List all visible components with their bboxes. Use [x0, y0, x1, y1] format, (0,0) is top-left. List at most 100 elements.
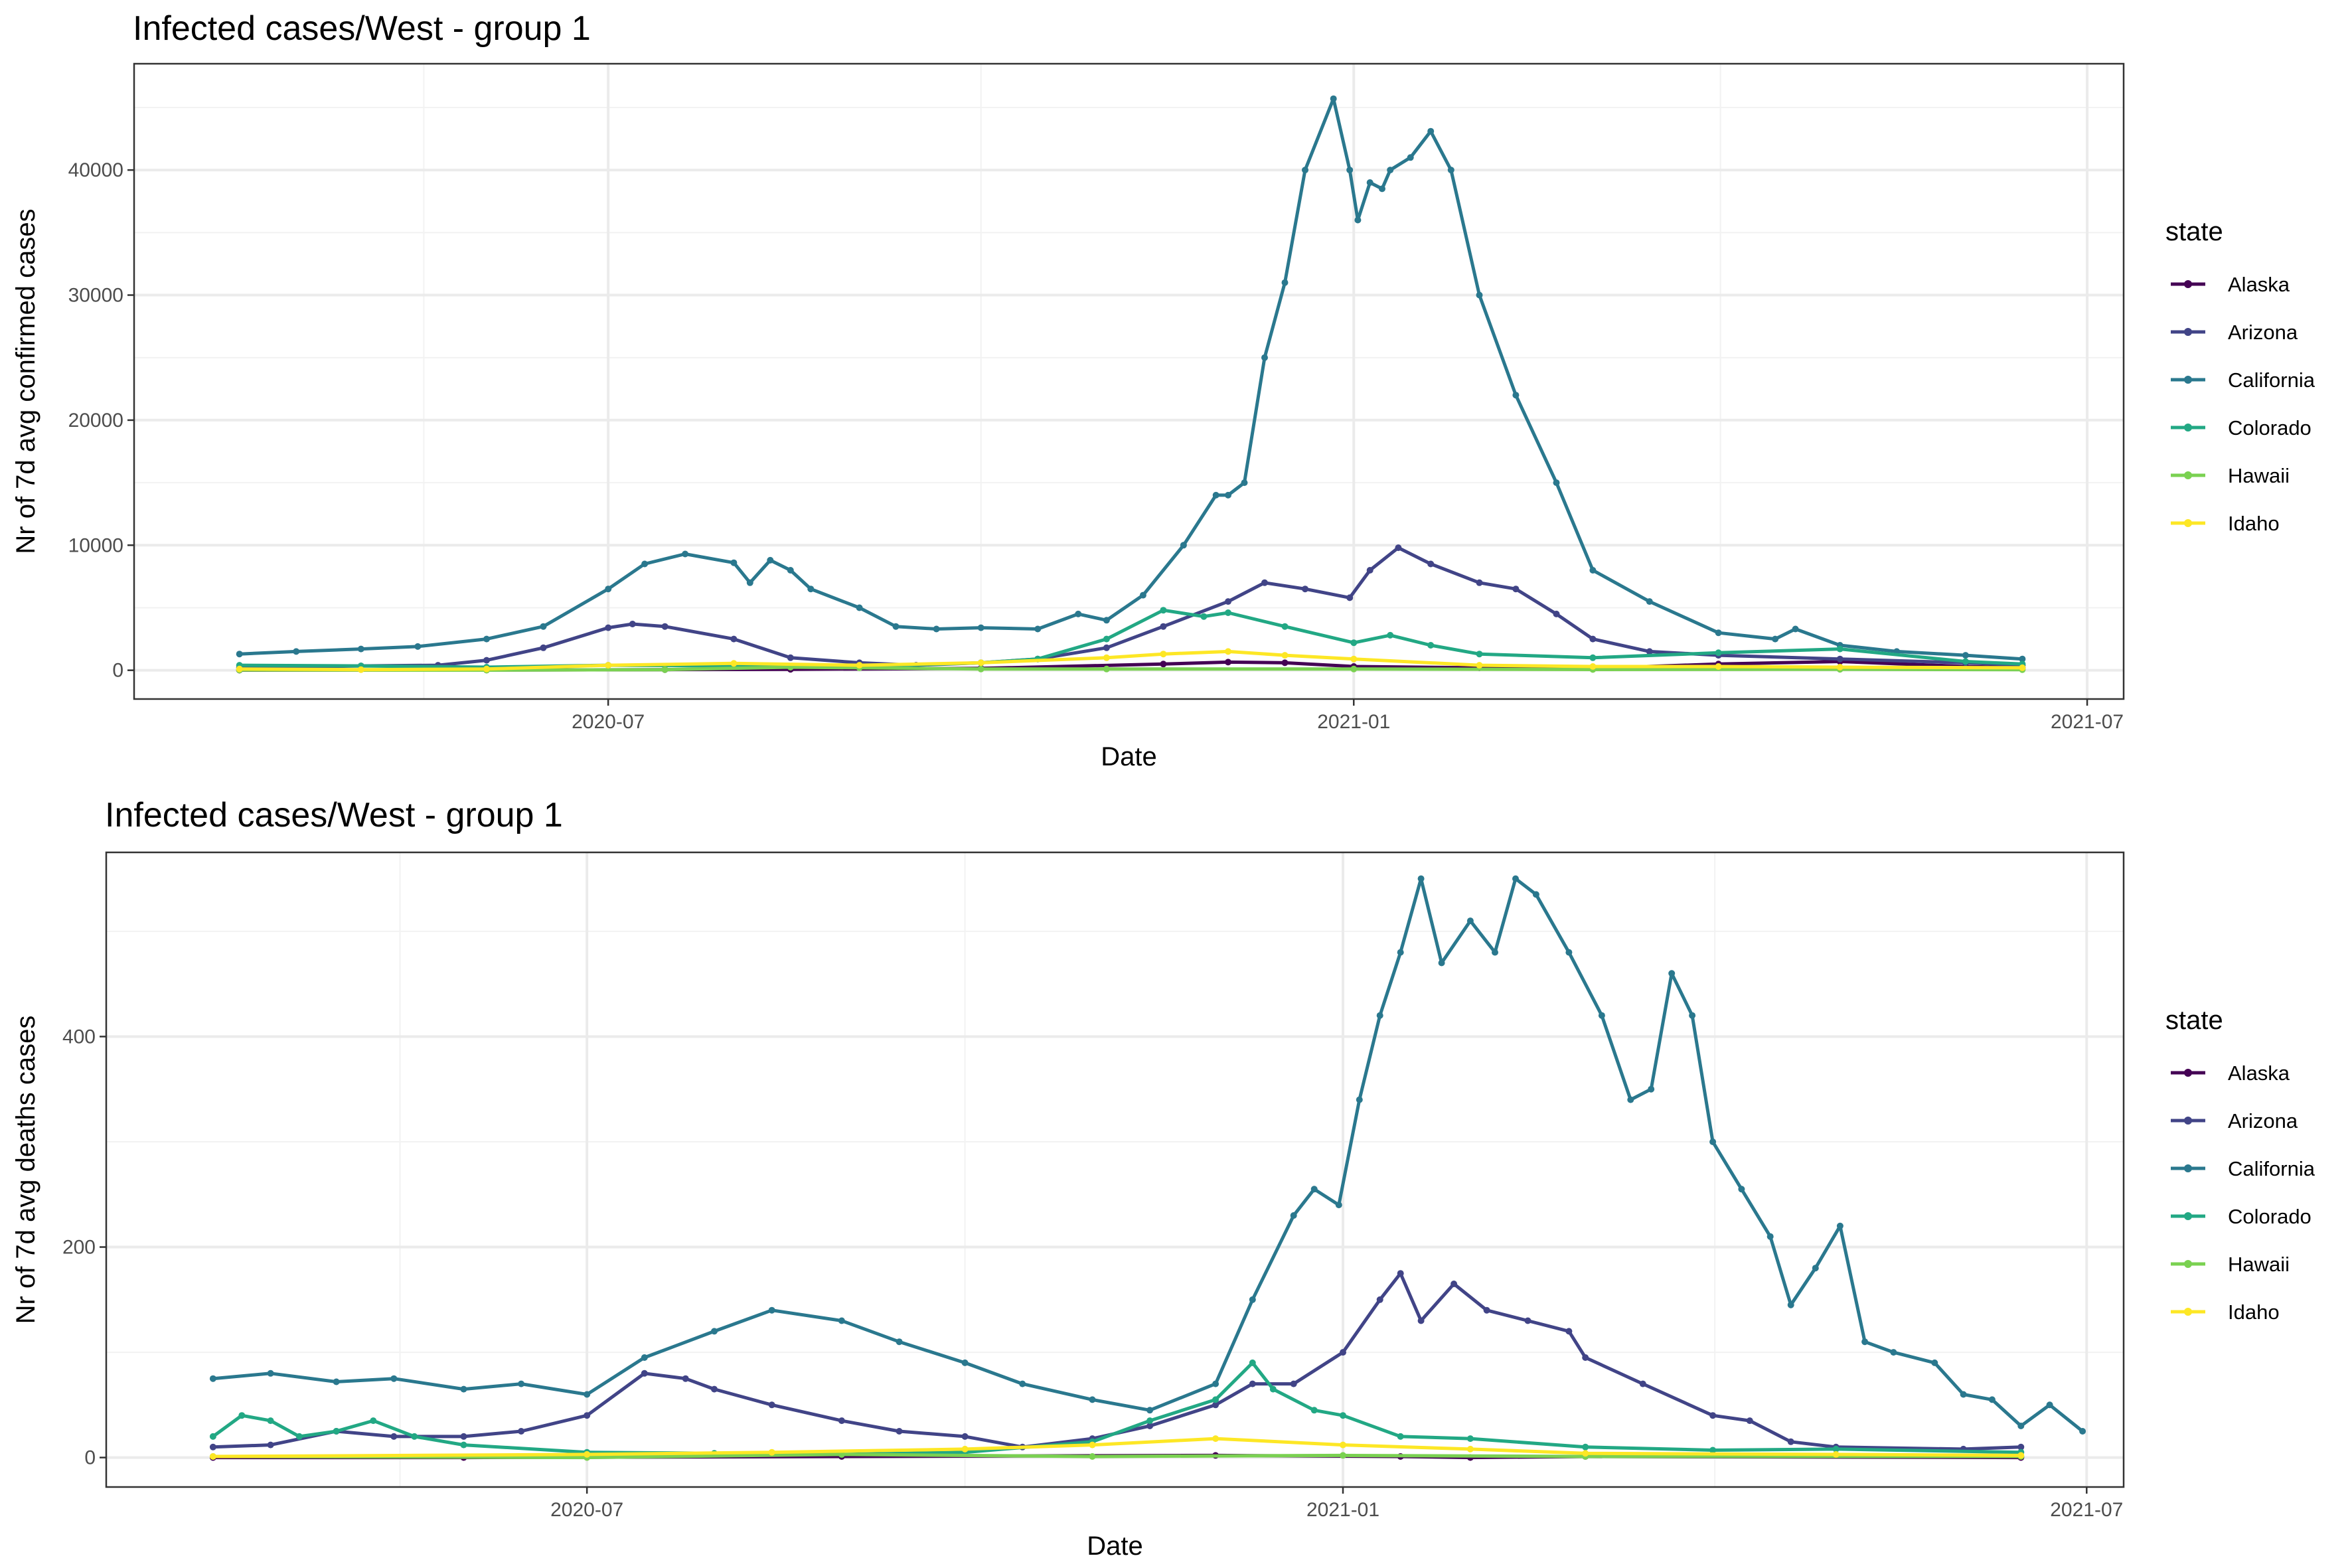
data-point-colorado [1582, 1443, 1589, 1450]
x-tick-label: 2021-07 [2050, 1499, 2123, 1521]
data-point-california [1019, 1380, 1026, 1387]
data-point-colorado [1249, 1359, 1256, 1366]
data-point-arizona [838, 1417, 845, 1425]
data-point-colorado [411, 1433, 418, 1440]
data-point-california [483, 635, 490, 643]
data-point-hawaii [1089, 1453, 1096, 1460]
data-point-arizona [1553, 610, 1560, 617]
data-point-colorado [370, 1417, 377, 1425]
data-point-california [1447, 167, 1454, 174]
data-point-colorado [1160, 607, 1167, 614]
data-point-idaho [730, 660, 738, 667]
data-point-california [1738, 1186, 1745, 1193]
data-point-idaho [584, 1450, 591, 1458]
data-point-california [267, 1370, 274, 1377]
data-point-california [1417, 875, 1425, 882]
legend-key-point [2184, 1308, 2192, 1316]
data-point-arizona [1427, 560, 1435, 568]
data-point-arizona [1302, 586, 1308, 593]
y-tick-label: 30000 [68, 285, 123, 307]
data-point-california [1792, 625, 1799, 633]
data-point-california [2046, 1401, 2053, 1409]
data-point-california [711, 1328, 718, 1335]
data-point-arizona [1512, 586, 1520, 593]
data-point-arizona [1290, 1380, 1297, 1387]
legend-key-point [2184, 471, 2192, 479]
data-point-california [1407, 154, 1414, 161]
data-point-california [1553, 479, 1560, 487]
data-point-arizona [540, 644, 547, 651]
data-point-idaho [1350, 655, 1358, 663]
data-point-idaho [1225, 648, 1231, 655]
data-point-hawaii [977, 665, 984, 672]
data-point-arizona [1646, 648, 1653, 655]
data-point-colorado [1397, 1433, 1404, 1440]
data-point-arizona [1787, 1438, 1794, 1445]
data-point-california [1476, 291, 1483, 299]
data-point-california [1310, 1186, 1318, 1193]
y-tick-label: 10000 [68, 534, 123, 556]
data-point-colorado [1962, 658, 1969, 665]
data-point-california [807, 586, 815, 593]
data-point-california [682, 550, 689, 558]
data-point-california [1466, 917, 1474, 925]
plot-border [133, 62, 2125, 700]
data-point-colorado [1350, 639, 1358, 647]
data-point-arizona [787, 654, 794, 661]
data-point-california [1646, 598, 1653, 605]
data-point-arizona [1376, 1296, 1383, 1303]
data-point-california [730, 559, 738, 566]
data-point-idaho [1836, 664, 1843, 670]
data-point-arizona [1395, 544, 1402, 552]
data-point-colorado [1832, 1445, 1840, 1452]
data-point-hawaii [1350, 665, 1358, 672]
data-point-california [1212, 1380, 1219, 1387]
legend-label: Hawaii [2228, 1253, 2290, 1276]
plot-border [105, 851, 2125, 1488]
data-point-california [1330, 95, 1337, 102]
data-point-california [1861, 1338, 1869, 1346]
legend-key-point [2184, 519, 2192, 527]
data-point-arizona [267, 1441, 274, 1449]
legend-label: Idaho [2228, 1300, 2280, 1324]
legend-key-point [2184, 1117, 2192, 1125]
data-point-arizona [1397, 1270, 1404, 1277]
data-point-arizona [1340, 1349, 1346, 1356]
data-point-california [2079, 1428, 2086, 1435]
data-point-california [768, 1306, 775, 1314]
legend-key-point [2184, 1212, 2192, 1220]
y-tick-label: 20000 [68, 410, 123, 431]
data-point-california [518, 1380, 525, 1387]
legend-label: Arizona [2228, 321, 2298, 344]
legend-label: Hawaii [2228, 464, 2290, 487]
data-point-california [767, 556, 774, 564]
data-point-california [1962, 652, 1969, 659]
data-point-california [357, 645, 364, 653]
data-point-california [1960, 1391, 1967, 1398]
data-point-colorado [1225, 609, 1231, 616]
data-point-california [977, 624, 984, 631]
y-tick-label: 200 [62, 1237, 96, 1259]
data-point-alaska [1160, 661, 1167, 668]
legend-label: Colorado [2228, 416, 2312, 439]
data-point-colorado [1427, 642, 1435, 649]
legend: state Alaska Arizona California Colorado Hawa… [2165, 217, 2315, 535]
data-point-california [1589, 567, 1597, 574]
series-line-arizona [212, 1271, 2021, 1451]
data-point-arizona [1582, 1354, 1589, 1361]
data-point-arizona [1225, 598, 1231, 605]
data-point-california [1787, 1301, 1794, 1308]
x-tick-label: 2021-07 [2051, 711, 2124, 733]
data-point-colorado [333, 1428, 340, 1435]
data-point-colorado [1836, 645, 1843, 653]
data-point-california [1648, 1085, 1655, 1093]
data-point-california [1532, 891, 1539, 898]
data-point-idaho [1476, 662, 1483, 669]
data-point-california [1146, 1407, 1154, 1414]
data-point-california [1812, 1265, 1819, 1272]
legend-label: California [2228, 1157, 2315, 1180]
data-point-california [209, 1375, 216, 1382]
y-tick-label: 0 [84, 1447, 96, 1469]
data-point-california [787, 567, 794, 574]
data-point-california [896, 1338, 903, 1346]
